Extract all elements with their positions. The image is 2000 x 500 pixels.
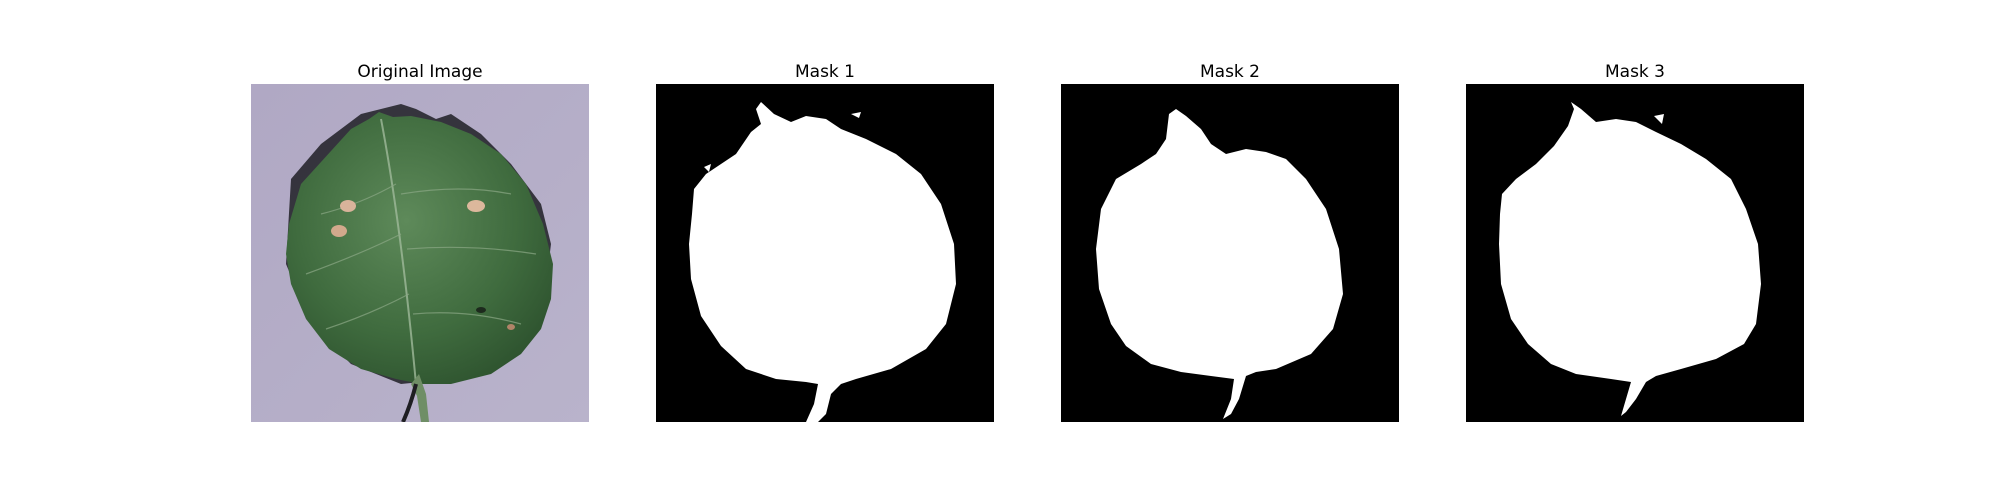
mask-1-panel: Mask 1 <box>656 60 994 422</box>
panel-title: Mask 2 <box>1199 62 1260 82</box>
panel-title: Mask 1 <box>794 62 855 82</box>
mask-3-image <box>1466 84 1804 422</box>
mask-3-panel: Mask 3 <box>1466 60 1804 422</box>
mask-1-image <box>656 84 994 422</box>
original-image-panel: Original Image <box>251 60 589 422</box>
panel-title: Original Image <box>357 62 483 82</box>
mask-2-image <box>1061 84 1399 422</box>
original-leaf-image <box>251 84 589 422</box>
mask-2-panel: Mask 2 <box>1061 60 1399 422</box>
panel-title: Mask 3 <box>1604 62 1665 82</box>
